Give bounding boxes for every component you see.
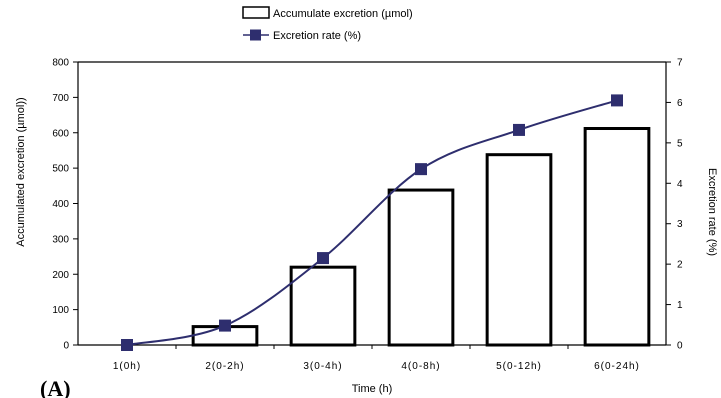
plot-area: 0 100 200 300 400 500 600 700 800 0 1 2 3 4 5 6 7 1(0h) 2(… <box>52 58 683 373</box>
panel-label: (A) <box>40 376 71 398</box>
y-tick-label: 700 <box>52 93 69 104</box>
y-tick-label: 200 <box>52 270 69 281</box>
legend: Accumulate excretion (µmol) Excretion ra… <box>242 6 413 42</box>
x-tick-label: 5(0-12h) <box>496 361 542 372</box>
y2-tick-label: 6 <box>677 98 683 109</box>
bar <box>387 188 455 347</box>
y-tick-label: 100 <box>52 305 69 316</box>
line-marker <box>121 339 133 351</box>
x-tick-label: 3(0-4h) <box>303 361 342 372</box>
y2-tick-label: 7 <box>677 58 683 69</box>
y-tick-label: 400 <box>52 199 69 210</box>
bar <box>583 127 651 347</box>
series-line <box>126 99 618 346</box>
y2-tick-label: 4 <box>677 179 683 190</box>
x-axis-title: Time (h) <box>352 383 393 395</box>
y-tick-label: 500 <box>52 164 69 175</box>
legend-line-marker <box>250 29 261 41</box>
legend-bar-swatch <box>242 6 270 19</box>
y2-tick-label: 0 <box>677 341 683 352</box>
y2-axis-title: Excretion rate (%) <box>706 168 718 256</box>
line-marker <box>415 163 427 176</box>
bar <box>289 265 357 347</box>
bar <box>485 153 553 347</box>
line-marker <box>219 319 231 332</box>
line-marker <box>513 123 525 136</box>
legend-bar-label: Accumulate excretion (µmol) <box>273 8 413 20</box>
x-tick-label: 1(0h) <box>113 361 141 372</box>
y-tick-label: 300 <box>52 234 69 245</box>
y-tick-label: 600 <box>52 128 69 139</box>
line-marker <box>317 252 329 265</box>
y2-tick-label: 5 <box>677 138 683 149</box>
legend-line-label: Excretion rate (%) <box>273 30 361 42</box>
x-tick-label: 6(0-24h) <box>594 361 640 372</box>
line-marker <box>611 94 623 107</box>
x-tick-label: 2(0-2h) <box>205 361 244 372</box>
x-tick-label: 4(0-8h) <box>401 361 440 372</box>
y2-tick-label: 1 <box>677 300 683 311</box>
y-tick-label: 0 <box>63 341 69 352</box>
y-axis-title: Accumulated excretion (µmol)) <box>15 97 27 246</box>
y-tick-label: 800 <box>52 58 69 69</box>
y2-tick-label: 2 <box>677 260 683 271</box>
y2-tick-label: 3 <box>677 219 683 230</box>
